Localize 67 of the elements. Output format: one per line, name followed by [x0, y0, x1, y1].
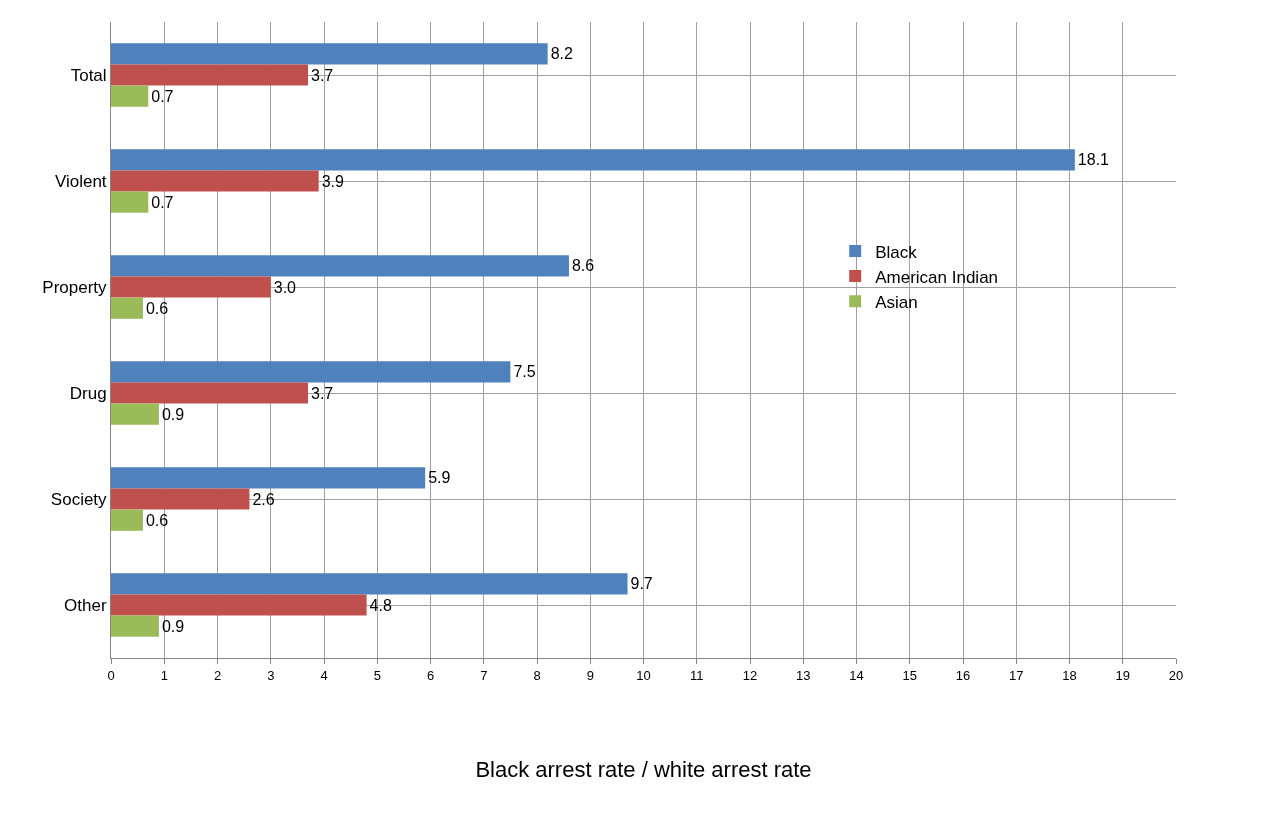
data-label: 4.8 [369, 596, 392, 614]
data-label: 8.6 [571, 257, 595, 275]
bar [111, 594, 367, 616]
x-tick-label: 19 [1115, 667, 1130, 683]
y-tick-label: Violent [54, 171, 107, 191]
bar [111, 255, 569, 277]
x-tick-label: 20 [1168, 667, 1184, 683]
data-label: 0.7 [151, 87, 174, 105]
bar [111, 43, 548, 65]
data-label: 8.2 [550, 45, 573, 63]
x-tick-label: 17 [1009, 667, 1024, 683]
y-tick-label: Drug [69, 383, 107, 403]
y-tick-label: Other [64, 595, 107, 615]
bar [111, 170, 319, 192]
data-label: 3.0 [273, 278, 297, 296]
y-tick-label: Property [42, 277, 108, 297]
y-tick-label: Total [70, 65, 107, 85]
bar [111, 509, 143, 531]
data-label: 18.1 [1077, 151, 1110, 169]
x-tick-label: 9 [586, 667, 594, 683]
data-label: 0.7 [151, 193, 174, 211]
bar [111, 403, 159, 425]
legend-label: Black [875, 242, 918, 262]
bar [111, 615, 159, 637]
legend-label: American Indian [875, 267, 999, 287]
x-tick-label: 15 [902, 667, 917, 683]
x-tick-label: 10 [636, 667, 651, 683]
bar [111, 467, 426, 489]
x-axis-title: Black arrest rate / white arrest rate [475, 757, 812, 783]
x-tick-label: 6 [426, 667, 435, 683]
x-tick-label: 2 [213, 667, 222, 683]
x-tick-label: 13 [796, 667, 811, 683]
data-label: 3.7 [311, 384, 334, 402]
data-label: 9.7 [630, 575, 653, 593]
bar [111, 149, 1075, 171]
data-label: 5.9 [428, 469, 451, 487]
x-tick-label: 18 [1062, 667, 1077, 683]
y-tick-label: Society [50, 489, 108, 509]
data-label: 3.9 [321, 172, 345, 190]
data-label: 3.7 [311, 66, 334, 84]
x-tick-label: 4 [320, 667, 328, 683]
x-tick-label: 11 [690, 667, 704, 683]
data-label: 0.6 [145, 511, 169, 529]
data-label: 7.5 [513, 363, 536, 381]
bar [111, 382, 309, 404]
x-tick-label: 1 [160, 667, 168, 683]
bar [111, 361, 511, 383]
data-label: 0.9 [161, 617, 185, 635]
data-label: 0.6 [145, 299, 169, 317]
bar [111, 85, 149, 107]
x-tick-label: 5 [373, 667, 381, 683]
x-tick-label: 12 [742, 667, 758, 683]
x-tick-label: 16 [955, 667, 971, 683]
bar [111, 297, 143, 319]
x-tick-label: 0 [107, 667, 115, 683]
bar [111, 276, 271, 298]
legend-label: Asian [875, 292, 918, 312]
bar [111, 488, 250, 510]
x-tick-label: 3 [267, 667, 275, 683]
data-label: 0.9 [161, 405, 185, 423]
x-tick-label: 14 [849, 667, 864, 683]
x-tick-label: 8 [533, 667, 541, 683]
bar [111, 64, 309, 86]
bar [111, 573, 628, 595]
x-tick-label: 7 [480, 667, 488, 683]
bar [111, 191, 149, 213]
data-label: 2.6 [252, 490, 275, 508]
